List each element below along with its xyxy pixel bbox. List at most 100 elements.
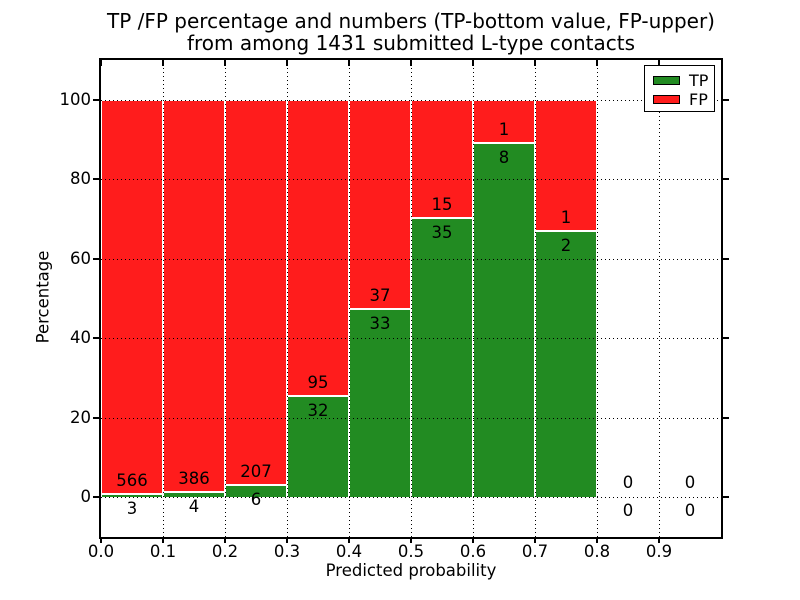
fp-count-label: 566: [116, 470, 148, 490]
x-tick-label: 0.9: [645, 542, 673, 561]
x-tick-top: [596, 60, 598, 66]
v-gridline: [287, 60, 288, 537]
ticks-layer: 0.0 0.1 0.2 0.3 0.4 0.5 0.6 0.7 0.8 0.9 0 20 40 60 80 1…: [60, 60, 729, 561]
tp-count-label: 35: [431, 223, 453, 243]
x-tick-label: 0.1: [149, 542, 177, 561]
bar-tp: [350, 309, 410, 497]
x-axis-label: Predicted probability: [325, 561, 497, 580]
legend-label-fp: FP: [689, 89, 708, 109]
x-tick-label: 0.8: [583, 542, 611, 561]
plot-area: 566 3 386 4 207 6 95 32 37 33 15 35 1 8 1 2 0 0 0 0 0.0 0.1 0…: [60, 58, 729, 561]
fp-count-label: 1: [560, 208, 572, 228]
x-tick-bottom: [596, 537, 598, 543]
bars-layer: [101, 60, 721, 537]
fp-count-label: 0: [622, 473, 634, 492]
bar-tp: [474, 144, 534, 497]
bar-tp: [412, 219, 472, 497]
legend-label-tp: TP: [689, 70, 709, 90]
v-gridline: [659, 60, 660, 537]
v-gridline: [163, 60, 164, 537]
x-tick-bottom: [100, 537, 102, 543]
y-tick-label: 20: [70, 408, 91, 427]
tp-count-label: 0: [684, 501, 696, 520]
x-tick-top: [658, 60, 660, 66]
y-tick-right: [723, 99, 729, 101]
y-tick-right: [723, 417, 729, 419]
v-gridline: [225, 60, 226, 537]
bar-fp: [102, 100, 162, 495]
bar-tp: [288, 396, 348, 497]
x-tick-label: 0.3: [273, 542, 301, 561]
tp-count-label: 8: [498, 148, 510, 168]
fp-count-label: 386: [178, 468, 210, 488]
y-tick-left: [93, 99, 99, 101]
y-tick-right: [723, 178, 729, 180]
bar-fp: [536, 100, 596, 233]
legend-item-fp: FP: [653, 90, 714, 109]
tp-count-label: 3: [126, 498, 138, 518]
legend-swatch-tp-icon: [653, 76, 680, 85]
bar-fp: [288, 100, 348, 397]
fp-count-label: 0: [684, 473, 696, 492]
bar-tp: [226, 485, 286, 497]
x-tick-top: [224, 60, 226, 66]
x-tick-bottom: [224, 537, 226, 543]
bar-tp: [536, 232, 596, 497]
x-tick-label: 0.6: [459, 542, 487, 561]
tp-count-label: 0: [622, 501, 634, 520]
bar-fp: [412, 100, 472, 220]
tp-count-label: 32: [307, 400, 329, 420]
fp-count-label: 37: [369, 285, 391, 305]
y-tick-label: 40: [70, 328, 91, 347]
tp-count-label: 6: [250, 489, 262, 509]
bar-tp: [102, 494, 162, 497]
x-tick-top: [100, 60, 102, 66]
y-tick-right: [723, 496, 729, 498]
v-gridline: [535, 60, 536, 537]
grid-layer: [101, 60, 721, 537]
x-tick-top: [410, 60, 412, 66]
chart-title: TP /FP percentage and numbers (TP-bottom…: [99, 10, 723, 54]
x-tick-top: [348, 60, 350, 66]
y-tick-label: 0: [80, 487, 92, 506]
fp-count-label: 95: [307, 372, 329, 392]
x-tick-bottom: [162, 537, 164, 543]
y-tick-label: 100: [59, 90, 92, 109]
v-gridline: [597, 60, 598, 537]
bar-fp: [474, 100, 534, 145]
bar-fp: [164, 100, 224, 493]
y-tick-label: 80: [70, 169, 91, 188]
x-tick-bottom: [410, 537, 412, 543]
x-tick-label: 0.2: [211, 542, 239, 561]
y-tick-left: [93, 178, 99, 180]
fp-count-label: 207: [240, 461, 272, 481]
legend-swatch-fp-icon: [653, 95, 680, 104]
x-tick-top: [534, 60, 536, 66]
chart-title-line1: TP /FP percentage and numbers (TP-bottom…: [107, 9, 715, 33]
tp-count-label: 33: [369, 313, 391, 333]
y-tick-left: [93, 496, 99, 498]
v-gridline: [411, 60, 412, 537]
x-tick-top: [472, 60, 474, 66]
y-tick-left: [93, 337, 99, 339]
fp-count-label: 15: [431, 195, 453, 215]
legend: TP FP: [644, 65, 715, 112]
chart-title-line2: from among 1431 submitted L-type contact…: [186, 31, 636, 55]
count-labels-layer: 566 3 386 4 207 6 95 32 37 33 15 35 1 8 1 2 0 0 0 0: [101, 60, 721, 537]
x-tick-label: 0.5: [397, 542, 425, 561]
legend-item-tp: TP: [653, 71, 714, 90]
x-tick-bottom: [286, 537, 288, 543]
y-tick-right: [723, 337, 729, 339]
x-tick-top: [286, 60, 288, 66]
tp-count-label: 4: [188, 496, 200, 516]
x-tick-label: 0.7: [521, 542, 549, 561]
x-tick-top: [162, 60, 164, 66]
v-gridline: [349, 60, 350, 537]
x-tick-label: 0.4: [335, 542, 363, 561]
v-gridline: [473, 60, 474, 537]
tp-count-label: 2: [560, 236, 572, 256]
y-tick-left: [93, 417, 99, 419]
x-tick-bottom: [348, 537, 350, 543]
y-tick-right: [723, 258, 729, 260]
